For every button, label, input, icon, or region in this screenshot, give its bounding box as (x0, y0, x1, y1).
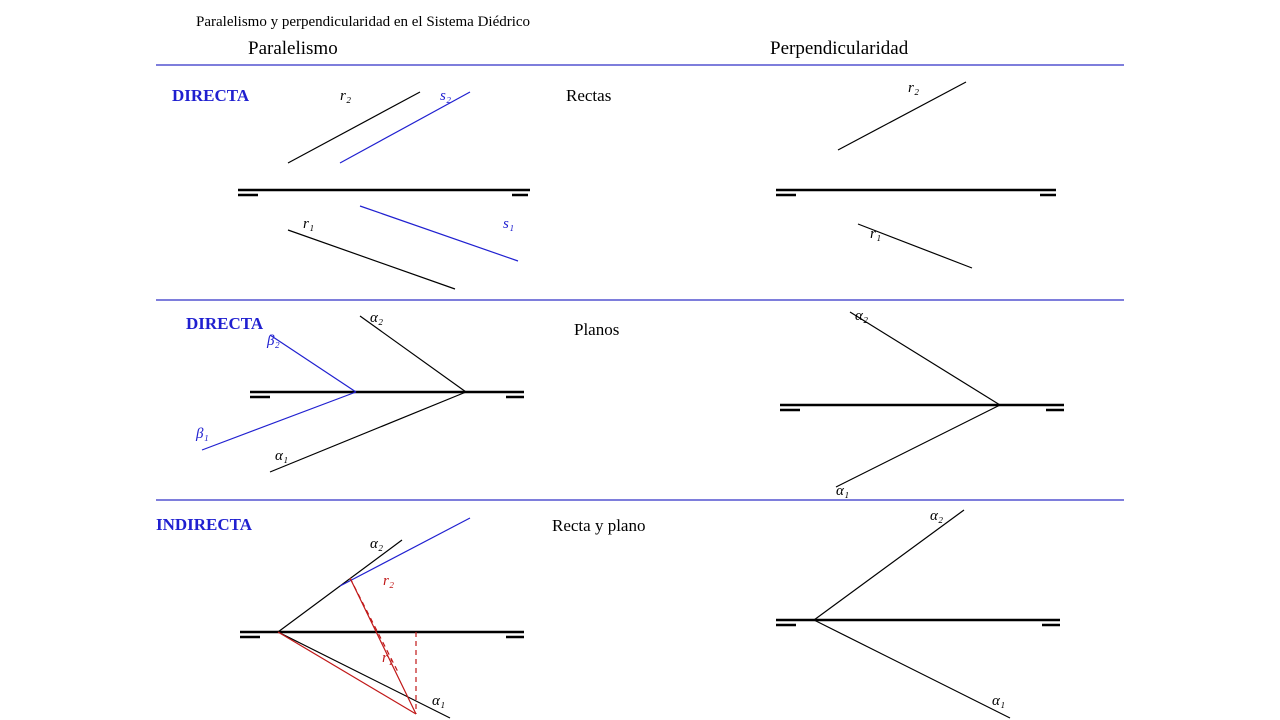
svg-text:α₂: α₂ (370, 536, 383, 552)
svg-text:β₁: β₁ (195, 426, 209, 442)
svg-text:α₂: α₂ (370, 310, 383, 326)
svg-text:α₁: α₁ (992, 693, 1005, 709)
svg-text:r₂: r₂ (340, 88, 351, 104)
svg-text:r₂: r₂ (908, 80, 919, 96)
svg-text:r₂: r₂ (383, 573, 394, 589)
diagram-canvas: r₂ s₂ r₁ s₁ r₂ r₁ α₂ α₁ β₂ β₁ α₂ α₁ α₂ α₁ r₂ r₁ α₂ α₁ (0, 0, 1280, 720)
svg-text:r₁: r₁ (382, 650, 393, 666)
svg-text:α₁: α₁ (432, 693, 445, 709)
svg-text:α₂: α₂ (930, 508, 943, 524)
svg-text:α₁: α₁ (836, 483, 849, 499)
svg-text:α₁: α₁ (275, 448, 288, 464)
svg-text:β₂: β₂ (266, 333, 280, 349)
svg-text:s₁: s₁ (503, 216, 514, 232)
svg-text:α₂: α₂ (855, 308, 868, 324)
svg-text:r₁: r₁ (870, 226, 881, 242)
svg-text:r₁: r₁ (303, 216, 314, 232)
svg-text:s₂: s₂ (440, 88, 451, 104)
